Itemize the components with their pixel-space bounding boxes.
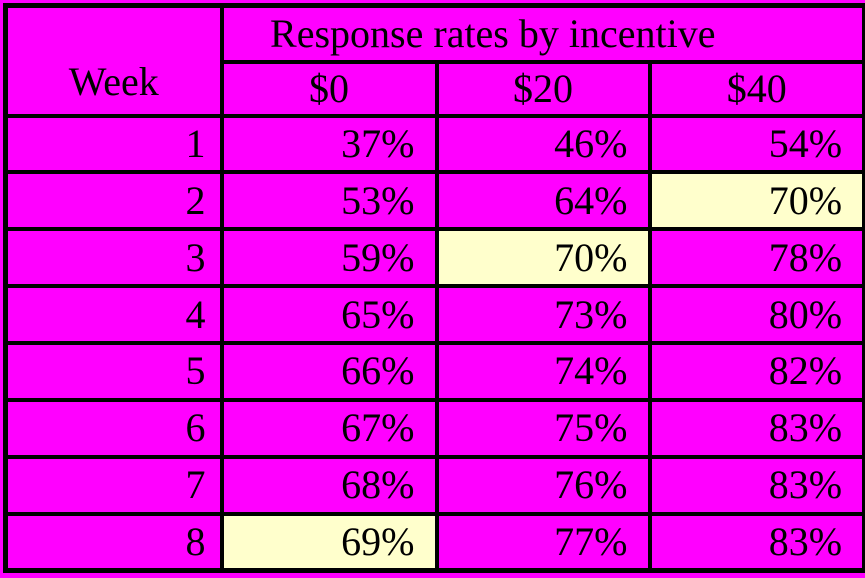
value-cell: 66% — [219, 341, 439, 402]
week-cell: 5 — [3, 341, 224, 402]
table-row: 2 53% 64% 70% — [3, 170, 865, 232]
table-body: 1 37% 46% 54% 2 53% 64% 70% 3 59% 70% 78% 4 65% 73% 80%… — [3, 113, 865, 573]
table-title: Response rates by incentive — [219, 3, 865, 64]
value-cell: 83% — [647, 397, 865, 459]
value-cell: 53% — [219, 170, 439, 232]
value-cell-highlighted: 70% — [647, 170, 865, 232]
table-row: 3 59% 70% 78% — [3, 227, 865, 289]
value-cell: 59% — [219, 227, 439, 289]
column-header-0-dollar: $0 — [219, 59, 439, 118]
week-column-header: Week — [3, 3, 224, 118]
table-row: 6 67% 75% 83% — [3, 397, 865, 459]
column-header-40-dollar: $40 — [647, 59, 865, 118]
value-cell: 82% — [647, 341, 865, 402]
week-cell: 3 — [3, 227, 224, 289]
value-cell: 80% — [647, 284, 865, 345]
value-cell: 77% — [434, 511, 652, 573]
value-cell: 83% — [647, 511, 865, 573]
value-cell: 83% — [647, 454, 865, 516]
value-cell: 67% — [219, 397, 439, 459]
value-cell: 73% — [434, 284, 652, 345]
value-cell: 54% — [647, 113, 865, 175]
table-row: 4 65% 73% 80% — [3, 284, 865, 345]
value-cell-highlighted: 69% — [219, 511, 439, 573]
value-cell: 65% — [219, 284, 439, 345]
week-cell: 7 — [3, 454, 224, 516]
table-row: 5 66% 74% 82% — [3, 341, 865, 402]
value-cell: 74% — [434, 341, 652, 402]
week-cell: 1 — [3, 113, 224, 175]
week-cell: 2 — [3, 170, 224, 232]
value-cell: 37% — [219, 113, 439, 175]
value-cell: 75% — [434, 397, 652, 459]
table-row: 7 68% 76% 83% — [3, 454, 865, 516]
title-row: Week Response rates by incentive — [3, 3, 865, 118]
week-cell: 4 — [3, 284, 224, 345]
table-header: Week Response rates by incentive $0 $20 … — [3, 3, 865, 118]
week-cell: 6 — [3, 397, 224, 459]
value-cell: 68% — [219, 454, 439, 516]
incentive-header-row: $0 $20 $40 — [6, 59, 865, 118]
response-rates-table: Week Response rates by incentive $0 $20 … — [3, 3, 865, 573]
week-cell: 8 — [3, 511, 224, 573]
value-cell: 46% — [434, 113, 652, 175]
column-header-20-dollar: $20 — [434, 59, 652, 118]
value-cell: 76% — [434, 454, 652, 516]
value-cell: 78% — [647, 227, 865, 289]
value-cell: 64% — [434, 170, 652, 232]
value-cell-highlighted: 70% — [434, 227, 652, 289]
table-row: 1 37% 46% 54% — [3, 113, 865, 175]
table-row: 8 69% 77% 83% — [3, 511, 865, 573]
